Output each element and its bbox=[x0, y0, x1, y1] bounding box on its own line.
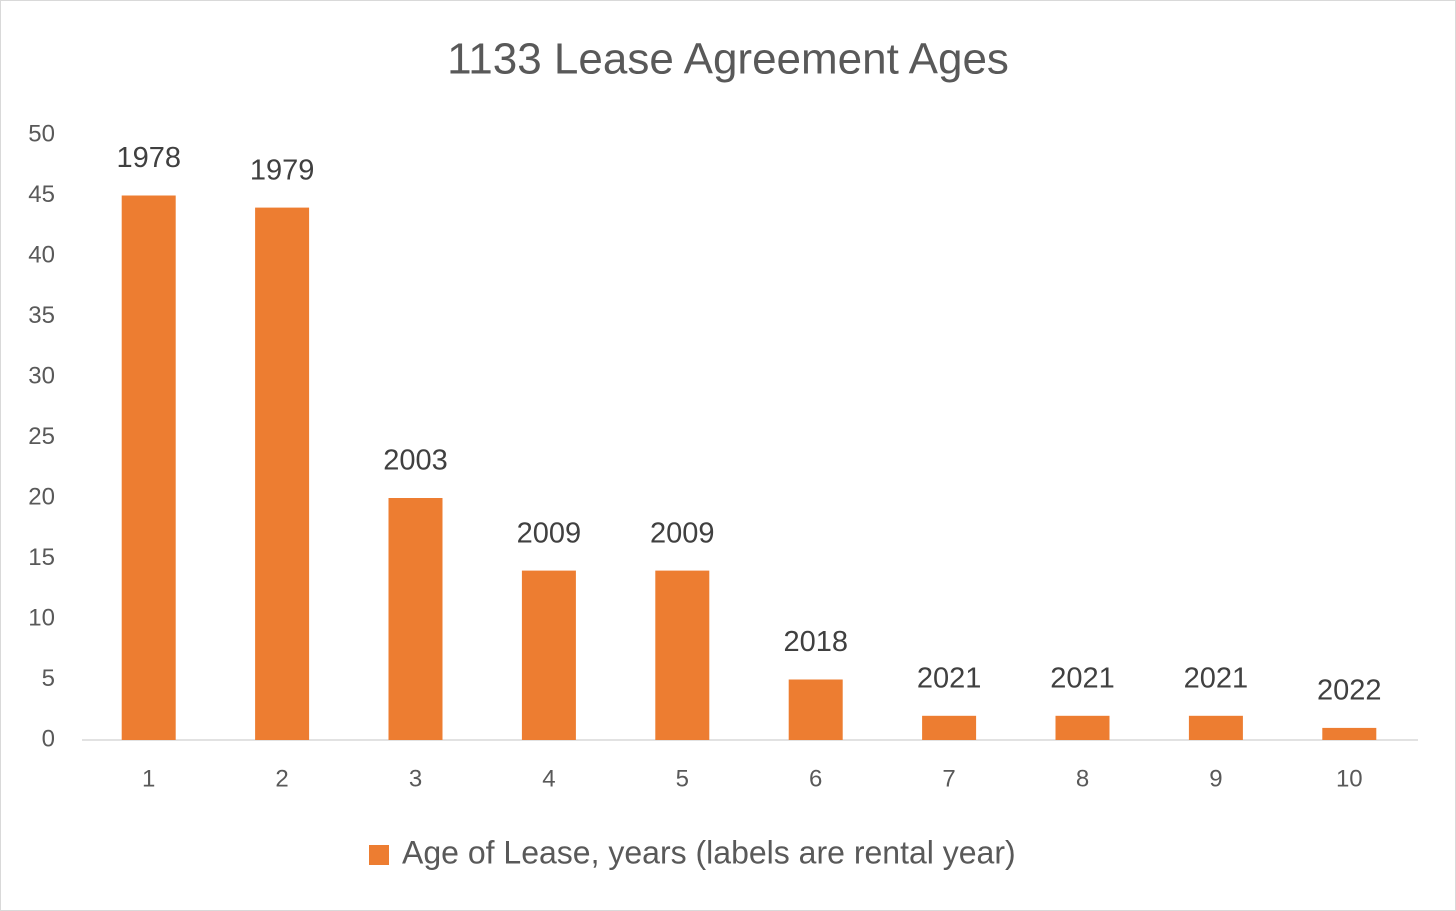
x-tick-label: 6 bbox=[809, 765, 822, 792]
x-tick-label: 1 bbox=[142, 765, 155, 792]
bar bbox=[255, 207, 310, 741]
x-tick-label: 5 bbox=[676, 765, 689, 792]
x-tick-label: 4 bbox=[542, 765, 555, 792]
data-label: 2021 bbox=[1050, 662, 1115, 694]
bar bbox=[1322, 727, 1377, 740]
data-label: 2021 bbox=[1184, 662, 1249, 694]
bar bbox=[788, 679, 843, 740]
data-label: 2018 bbox=[783, 626, 848, 658]
legend-label: Age of Lease, years (labels are rental y… bbox=[402, 834, 1016, 870]
data-label: 1978 bbox=[116, 142, 181, 174]
data-label: 2022 bbox=[1317, 675, 1382, 707]
data-label: 1979 bbox=[250, 154, 315, 186]
y-tick-label: 25 bbox=[28, 423, 55, 450]
x-tick-label: 2 bbox=[275, 765, 288, 792]
y-tick-label: 0 bbox=[42, 725, 55, 752]
x-tick-label: 9 bbox=[1209, 765, 1222, 792]
data-label: 2021 bbox=[917, 662, 982, 694]
x-tick-label: 3 bbox=[409, 765, 422, 792]
legend-swatch bbox=[369, 845, 389, 865]
y-tick-label: 10 bbox=[28, 604, 55, 631]
y-tick-label: 5 bbox=[42, 665, 55, 692]
bar bbox=[655, 570, 710, 740]
data-label: 2003 bbox=[383, 445, 448, 477]
bar bbox=[388, 498, 443, 740]
x-tick-label: 7 bbox=[942, 765, 955, 792]
y-tick-label: 40 bbox=[28, 241, 55, 268]
y-tick-label: 30 bbox=[28, 362, 55, 389]
y-tick-label: 45 bbox=[28, 181, 55, 208]
x-tick-label: 10 bbox=[1336, 765, 1363, 792]
x-tick-label: 8 bbox=[1076, 765, 1089, 792]
bar bbox=[521, 570, 576, 740]
chart-title: 1133 Lease Agreement Ages bbox=[447, 35, 1009, 84]
bar bbox=[121, 195, 176, 740]
y-tick-label: 20 bbox=[28, 483, 55, 510]
data-label: 2009 bbox=[517, 517, 582, 549]
y-tick-label: 50 bbox=[28, 120, 55, 147]
y-tick-label: 35 bbox=[28, 302, 55, 329]
bar bbox=[922, 715, 977, 740]
bar bbox=[1188, 715, 1243, 740]
bar bbox=[1055, 715, 1110, 740]
y-tick-label: 15 bbox=[28, 544, 55, 571]
data-label: 2009 bbox=[650, 517, 715, 549]
